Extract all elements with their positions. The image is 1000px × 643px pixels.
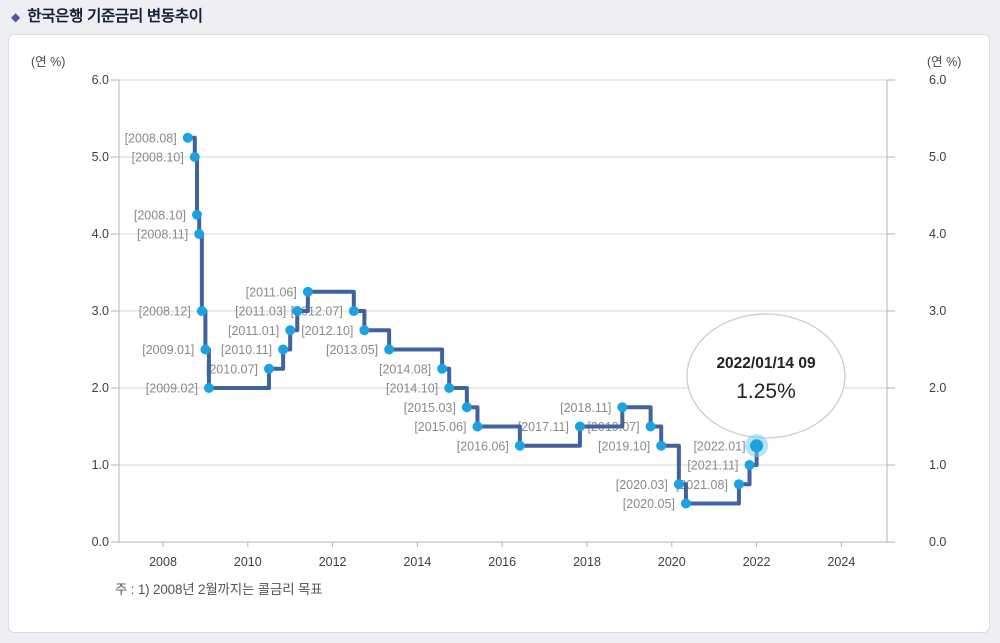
chart-panel: (연 %) (연 %) 6.0 6.0 5.0 5.0 4.0 4.0 3.0 3.0 2.0 2… (8, 34, 990, 633)
svg-text:[2008.10]: [2008.10] (132, 151, 184, 165)
page-title-text: 한국은행 기준금리 변동추이 (27, 8, 203, 25)
svg-text:6.0: 6.0 (92, 73, 109, 87)
svg-text:[2014.08]: [2014.08] (379, 362, 431, 376)
svg-text:2018: 2018 (573, 555, 601, 569)
svg-text:6.0: 6.0 (929, 73, 946, 87)
svg-text:0.0: 0.0 (92, 535, 109, 549)
svg-text:1.0: 1.0 (929, 458, 946, 472)
svg-text:2.0: 2.0 (929, 381, 946, 395)
svg-text:[2022.01]: [2022.01] (693, 439, 745, 453)
svg-text:[2008.08]: [2008.08] (125, 131, 177, 145)
svg-text:2008: 2008 (149, 555, 177, 569)
svg-text:[2008.10]: [2008.10] (134, 208, 186, 222)
svg-text:[2008.12]: [2008.12] (139, 305, 191, 319)
svg-text:[2011.01]: [2011.01] (228, 324, 279, 338)
svg-text:2024: 2024 (827, 555, 855, 569)
svg-text:2022/01/14 09: 2022/01/14 09 (716, 355, 816, 372)
svg-text:[2013.05]: [2013.05] (326, 343, 378, 357)
svg-text:5.0: 5.0 (92, 150, 109, 164)
svg-text:2010: 2010 (234, 555, 262, 569)
svg-text:2016: 2016 (488, 555, 516, 569)
svg-text:2014: 2014 (403, 555, 431, 569)
svg-text:1.25%: 1.25% (736, 380, 796, 403)
svg-text:[2015.03]: [2015.03] (404, 401, 456, 415)
y-axis-unit-label-left: (연 %) (31, 55, 66, 69)
svg-text:[2021.08]: [2021.08] (676, 478, 728, 492)
svg-text:[2016.06]: [2016.06] (457, 439, 509, 453)
svg-text:4.0: 4.0 (929, 227, 946, 241)
svg-text:[2018.11]: [2018.11] (560, 401, 611, 415)
diamond-bullet-icon: ◆ (11, 10, 21, 24)
y-axis-unit-label-right: (연 %) (927, 55, 962, 69)
svg-text:[2020.03]: [2020.03] (616, 478, 668, 492)
svg-text:[2017.11]: [2017.11] (518, 420, 569, 434)
chart-footnote: 주 : 1) 2008년 2월까지는 콜금리 목표 (115, 582, 323, 597)
svg-text:3.0: 3.0 (92, 304, 109, 318)
svg-text:[2021.11]: [2021.11] (687, 459, 738, 473)
svg-text:0.0: 0.0 (929, 535, 946, 549)
svg-text:2020: 2020 (658, 555, 686, 569)
svg-text:[2011.03]: [2011.03] (235, 305, 286, 319)
svg-text:[2014.10]: [2014.10] (386, 382, 438, 396)
svg-text:[2009.01]: [2009.01] (142, 343, 194, 357)
svg-text:[2008.11]: [2008.11] (137, 228, 188, 242)
svg-text:[2009.02]: [2009.02] (146, 382, 198, 396)
svg-text:[2019.10]: [2019.10] (598, 439, 650, 453)
svg-text:[2015.06]: [2015.06] (414, 420, 466, 434)
svg-text:1.0: 1.0 (92, 458, 109, 472)
svg-text:4.0: 4.0 (92, 227, 109, 241)
svg-text:[2012.10]: [2012.10] (301, 324, 353, 338)
svg-text:2012: 2012 (319, 555, 347, 569)
svg-text:[2010.11]: [2010.11] (221, 343, 272, 357)
svg-text:[2020.05]: [2020.05] (623, 497, 675, 511)
svg-text:3.0: 3.0 (929, 304, 946, 318)
svg-text:[2012.07]: [2012.07] (291, 305, 343, 319)
svg-text:5.0: 5.0 (929, 150, 946, 164)
svg-text:2022: 2022 (743, 555, 771, 569)
page-title: ◆ 한국은행 기준금리 변동추이 (11, 6, 203, 28)
base-rate-step-chart: 6.0 6.0 5.0 5.0 4.0 4.0 3.0 3.0 2.0 2.0 1.0 1.0 0.0 0… (92, 73, 947, 569)
svg-text:[2011.06]: [2011.06] (246, 285, 297, 299)
svg-text:2.0: 2.0 (92, 381, 109, 395)
svg-text:[2010.07]: [2010.07] (206, 362, 258, 376)
